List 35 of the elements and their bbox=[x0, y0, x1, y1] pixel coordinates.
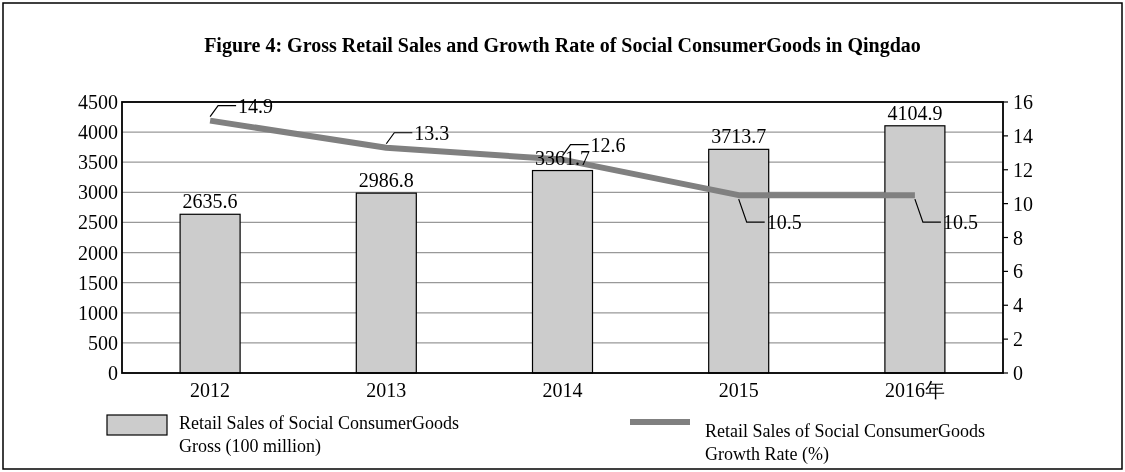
y2-tick-label: 0 bbox=[1013, 362, 1023, 384]
y2-tick-label: 4 bbox=[1013, 294, 1023, 317]
y-tick-label: 500 bbox=[88, 331, 118, 354]
data-label: 12.6 bbox=[590, 133, 626, 156]
y-tick-label: 3000 bbox=[78, 181, 118, 204]
x-tick-label: 2016年 bbox=[884, 379, 945, 401]
x-tick-label: 2015 bbox=[718, 379, 759, 401]
data-label: 2986.8 bbox=[358, 169, 414, 192]
x-tick-label: 2014 bbox=[542, 379, 583, 401]
y-tick-label: 0 bbox=[108, 362, 118, 384]
y2-tick-label: 2 bbox=[1013, 328, 1023, 351]
y2-tick-label: 10 bbox=[1013, 192, 1033, 215]
legend-label: Retail Sales of Social ConsumerGoods Gross (100 million) bbox=[179, 413, 459, 457]
y2-tick-label: 16 bbox=[1013, 91, 1033, 113]
y-tick-label: 2000 bbox=[78, 241, 118, 264]
legend-label: Retail Sales of Social ConsumerGoods Growth Rate (%) bbox=[705, 421, 985, 465]
data-label: 13.3 bbox=[414, 121, 450, 144]
y2-tick-label: 6 bbox=[1013, 260, 1023, 283]
data-label: 10.5 bbox=[942, 211, 978, 234]
y-tick-label: 4000 bbox=[78, 121, 118, 144]
data-label: 2635.6 bbox=[182, 190, 238, 213]
data-label: 4104.9 bbox=[887, 101, 943, 124]
chart-title: Figure 4: Gross Retail Sales and Growth Rate of Social ConsumerGoods in Qingdao bbox=[204, 34, 921, 57]
y2-tick-label: 12 bbox=[1013, 158, 1033, 181]
y2-tick-label: 14 bbox=[1013, 124, 1033, 147]
data-label: 3361.7 bbox=[535, 146, 590, 169]
y-tick-label: 3500 bbox=[78, 151, 118, 174]
y-tick-label: 2500 bbox=[78, 211, 118, 234]
y-tick-label: 1000 bbox=[78, 301, 118, 324]
x-tick-label: 2013 bbox=[366, 379, 407, 401]
y2-tick-label: 8 bbox=[1013, 226, 1023, 249]
y-tick-label: 1500 bbox=[78, 271, 118, 294]
y-tick-label: 4500 bbox=[78, 91, 118, 113]
x-tick-label: 2012 bbox=[190, 379, 231, 401]
data-label: 3713.7 bbox=[711, 125, 767, 148]
